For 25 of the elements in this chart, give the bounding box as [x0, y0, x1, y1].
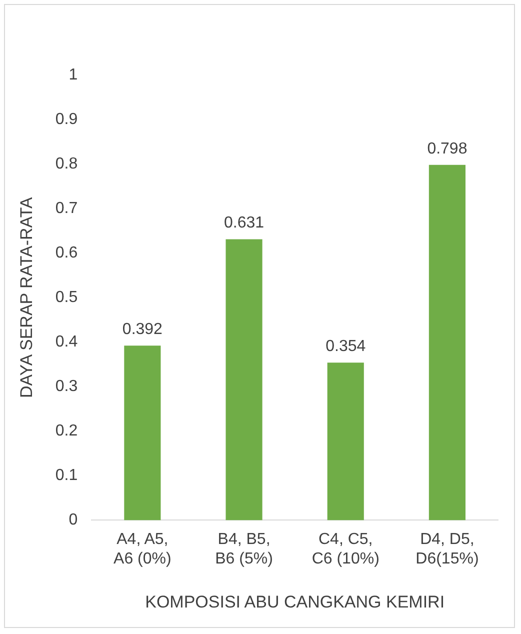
x-tick-label: A4, A5, A6 (0%)	[114, 531, 172, 568]
y-tick-label: 0.6	[55, 244, 78, 262]
bar	[226, 239, 262, 520]
x-tick-label: B4, B5, B6 (5%)	[215, 531, 273, 568]
x-tick-label: C4, C5, C6 (10%)	[312, 531, 380, 568]
y-tick-label: 0.8	[55, 155, 78, 172]
y-tick-label: 0.9	[55, 110, 78, 128]
y-tick-label: 0.2	[55, 422, 78, 440]
data-label: 0.631	[224, 214, 264, 232]
y-axis-title: DAYA SERAP RATA-RATA	[16, 196, 36, 398]
bar	[428, 164, 466, 520]
data-label: 0.798	[427, 140, 468, 158]
y-tick-label: 0.5	[55, 289, 78, 306]
y-tick-label: 0.3	[55, 378, 78, 396]
x-tick-label: D4, D5, D6(15%)	[416, 531, 479, 568]
bar	[124, 346, 161, 520]
y-tick-label: 1	[68, 66, 78, 84]
bar	[327, 362, 364, 520]
y-tick-label: 0	[68, 512, 78, 529]
data-label: 0.354	[326, 338, 366, 356]
y-tick-label: 0.7	[55, 200, 78, 217]
data-label: 0.392	[122, 321, 163, 338]
y-tick-label: 0.4	[55, 334, 78, 351]
x-axis-title: KOMPOSISI ABU CANGKANG KEMIRI	[145, 592, 445, 612]
y-tick-label: 0.1	[55, 467, 78, 484]
